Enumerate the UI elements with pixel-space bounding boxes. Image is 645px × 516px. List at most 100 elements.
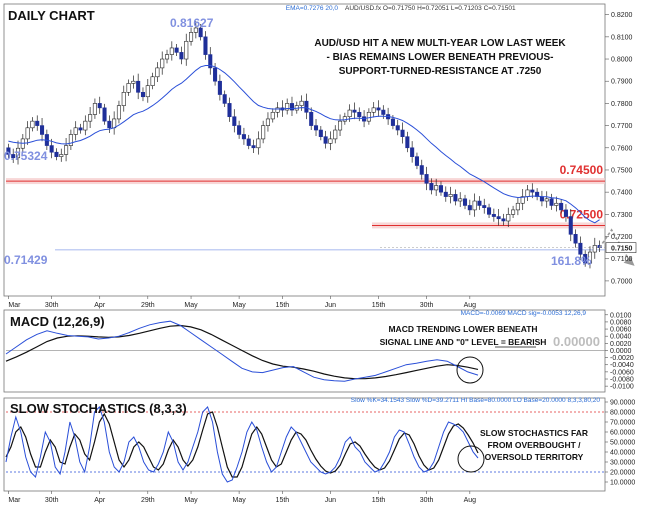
stoch-tick-label: 40.0000 (610, 450, 635, 457)
macd-title: MACD (12,26,9) (10, 314, 105, 329)
resistance-label: 0.74500 (560, 163, 604, 177)
candle-body (559, 202, 564, 211)
candle-body (482, 205, 487, 208)
macd-y-axis: 0.01000.00800.00600.00400.00200.0000-0.0… (605, 312, 634, 391)
x-tick-label: Mar (8, 497, 21, 504)
macd-signal-line (5, 324, 479, 380)
candle-body (443, 191, 448, 197)
candle-body (563, 209, 568, 217)
stoch-note-3: OVERSOLD TERRITORY (485, 452, 584, 462)
price-callout: 0.75324 (4, 149, 48, 163)
price-tick-label: 0.7800 (611, 101, 633, 108)
x-tick-label: May (184, 497, 198, 504)
candle-body (179, 52, 184, 60)
candle-body (487, 207, 492, 215)
macd-line (5, 320, 479, 382)
candle-body (184, 40, 189, 60)
candle-body (371, 107, 376, 113)
candle-body (554, 202, 559, 206)
candle-body (265, 118, 270, 126)
candle-body (318, 129, 323, 137)
stoch-note-1: SLOW STOCHASTICS FAR (480, 428, 588, 438)
x-tick-label: 30th (45, 497, 59, 504)
candle-body (544, 198, 549, 202)
projection-head (623, 256, 635, 266)
candle-body (88, 114, 93, 122)
candle-body (573, 234, 578, 244)
candle-body (213, 67, 218, 82)
candle-body (237, 125, 242, 135)
candle-body (501, 218, 506, 222)
candle-body (366, 111, 371, 122)
candle-body (232, 116, 237, 126)
candle-body (462, 198, 468, 206)
stoch-y-axis: 90.0000 80.0000 70.0000 60.0000 50.0000 40.00… (605, 400, 635, 487)
price-tick-label: 0.7200 (611, 234, 633, 241)
x-tick-label: Jun (325, 497, 336, 504)
candle-body (453, 194, 458, 202)
macd-tick-label: -0.0060 (610, 369, 634, 376)
candle-body (530, 189, 535, 193)
price-callout: 0.71429 (4, 253, 48, 267)
candle-body (583, 253, 588, 264)
macd-note-1: MACD TRENDING LOWER BENEATH (388, 324, 537, 334)
candle-body (261, 125, 266, 140)
candle-body (419, 165, 424, 175)
stoch-note-2: FROM OVERBOUGHT / (487, 440, 581, 450)
candle-body (352, 109, 357, 113)
ema-info: EMA=0.7276 20,0 (286, 5, 339, 12)
price-tick-label: 0.7100 (611, 256, 633, 263)
candle-body (299, 100, 304, 106)
candle-body (549, 198, 554, 206)
stoch-tick-label: 10.0000 (610, 480, 635, 487)
price-tick-label: 0.7700 (611, 123, 633, 130)
ohlc-info: AUD/USD.fx O=0.71750 H=0.72051 L=0.71203… (345, 5, 516, 12)
candle-body (390, 118, 395, 126)
price-tick-label: 0.7300 (611, 212, 633, 219)
stoch-x-axis: Mar 30th Apr 29th May May 15th Jun 15th 30th Aug (8, 491, 476, 504)
price-tick-label: 0.8100 (611, 34, 633, 41)
stochastics-panel: 90.0000 80.0000 70.0000 60.0000 50.0000 40.00… (3, 397, 635, 492)
macd-panel: 0.01000.00800.00600.00400.00200.0000-0.0… (3, 309, 634, 393)
x-tick-label: 30th (420, 302, 434, 309)
candle-body (405, 136, 410, 149)
candle-body (496, 216, 501, 220)
candle-body (112, 118, 117, 129)
candle-body (92, 103, 97, 115)
x-tick-label: 15th (276, 497, 290, 504)
candle-body (285, 103, 290, 111)
candle-body (414, 156, 419, 166)
annotation-line-3: SUPPORT-TURNED-RESISTANCE AT .7250 (339, 66, 542, 77)
candle-body (434, 185, 439, 191)
price-tick-label: 0.7400 (611, 190, 633, 197)
x-tick-label: 29th (141, 497, 155, 504)
candle-body (116, 105, 121, 120)
candle-body (520, 196, 525, 204)
candle-body (208, 54, 213, 69)
candlesticks (6, 21, 602, 269)
candle-body (121, 92, 126, 106)
candle-body (102, 107, 107, 122)
x-tick-label: Mar (8, 302, 21, 309)
candle-body (410, 147, 415, 157)
candle-body (381, 109, 386, 115)
candle-body (189, 32, 194, 42)
stoch-k-line (5, 406, 479, 483)
candle-body (150, 76, 155, 86)
last-price-label: 0.7150 (611, 246, 633, 253)
macd-highlight-circle (456, 356, 484, 384)
candle-body (78, 127, 83, 131)
candle-body (539, 196, 544, 202)
candle-body (107, 120, 112, 129)
candle-body (73, 127, 78, 135)
annotation-line-1: AUD/USD HIT A NEW MULTI-YEAR LOW LAST WE… (314, 38, 566, 49)
x-tick-label: May (232, 302, 246, 309)
candle-body (64, 145, 69, 155)
macd-zero-label: 0.00000 (553, 334, 600, 349)
stoch-tick-label: 20.0000 (610, 470, 635, 477)
candle-body (304, 100, 309, 113)
candle-body (313, 125, 319, 131)
fib-label: 161.8% (551, 254, 592, 268)
candle-body (160, 58, 165, 69)
